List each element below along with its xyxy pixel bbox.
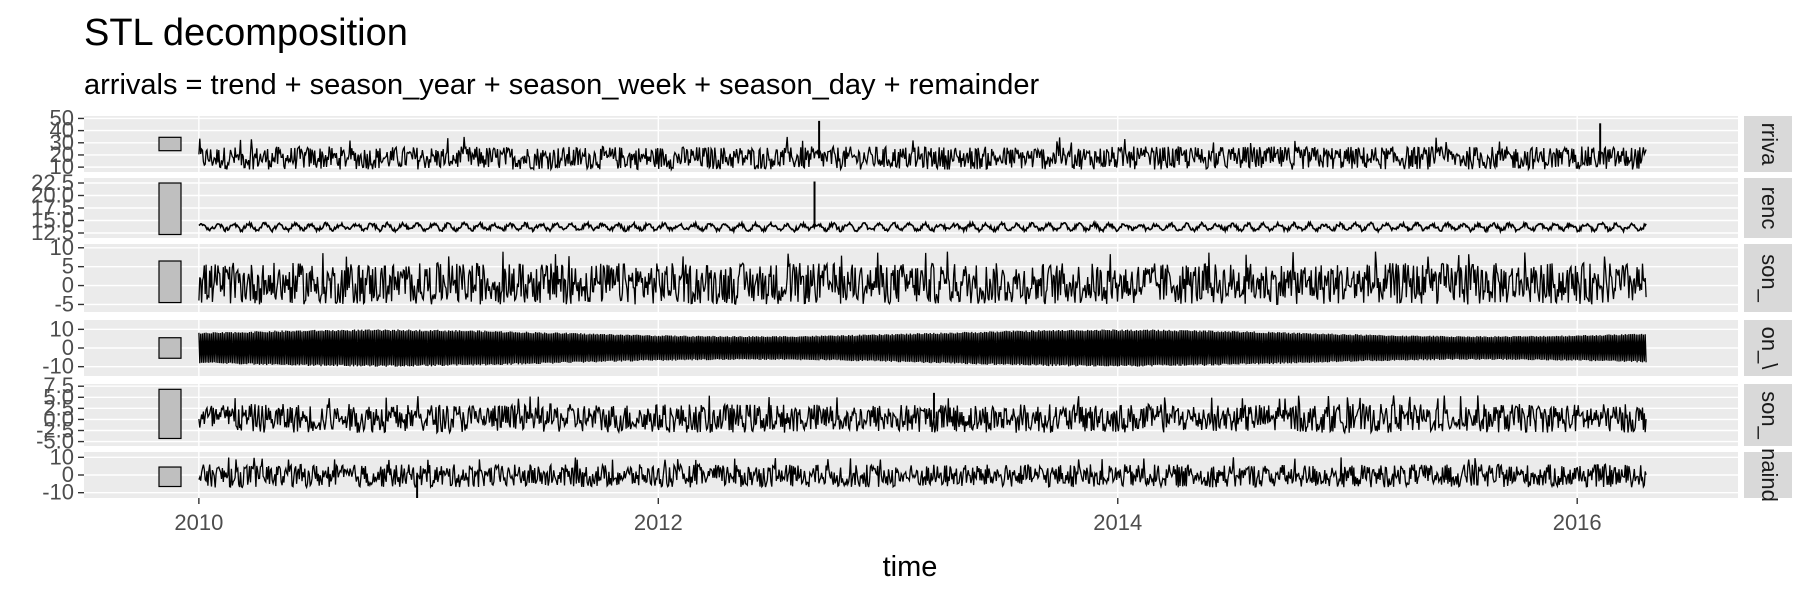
- panel-season_week: 100-10 on_\: [42, 316, 1792, 379]
- scale-bar: [158, 260, 182, 304]
- series-line: [198, 136, 1647, 172]
- x-tick-label: 2010: [174, 510, 223, 535]
- y-tick-label: 2.5: [43, 395, 74, 420]
- chart-title: STL decomposition: [84, 12, 408, 54]
- y-tick-label: 7.5: [43, 373, 74, 398]
- x-axis-title: time: [883, 551, 938, 583]
- y-tick-label: 0.0: [43, 406, 74, 431]
- y-tick-label: 50: [50, 105, 74, 130]
- y-tick-label: -5: [54, 291, 74, 316]
- x-tick-label: 2014: [1093, 510, 1142, 535]
- y-tick-label: -5.0: [36, 429, 74, 454]
- facet-strip-label: renc: [1757, 187, 1782, 230]
- y-tick-label: -10: [42, 480, 74, 505]
- panel-background: [84, 384, 1738, 446]
- facet-strip-label: son_: [1757, 391, 1782, 439]
- facet-strip-label: son_: [1757, 254, 1782, 302]
- scale-bar: [158, 337, 182, 359]
- y-tick-label: 40: [50, 118, 74, 143]
- facet-strip: [1744, 384, 1792, 446]
- y-tick-label: 0: [62, 462, 74, 487]
- y-tick-label: 10: [50, 316, 74, 341]
- facet-strip: [1744, 244, 1792, 312]
- y-tick-label: 5: [62, 254, 74, 279]
- y-tick-label: 5.0: [43, 384, 74, 409]
- panel-season_day: 7.55.02.50.0-2.5-5.0 son_: [36, 373, 1792, 454]
- facet-strip: [1744, 320, 1792, 376]
- facet-strip: [1744, 116, 1792, 172]
- series-line: [198, 219, 1647, 235]
- scale-bar: [158, 136, 182, 152]
- facet-strip: [1744, 452, 1792, 498]
- y-tick-label: 15.0: [31, 208, 74, 233]
- y-tick-label: 10: [50, 235, 74, 260]
- panel-trend: 22.520.017.515.012.5 renc: [31, 170, 1792, 245]
- y-tick-label: -10: [42, 354, 74, 379]
- facet-strip-label: on_\: [1757, 327, 1782, 371]
- y-tick-label: 22.5: [31, 170, 74, 195]
- facet-strip: [1744, 178, 1792, 238]
- facet-panels: 5040302010rriva22.520.017.515.012.5renc1…: [31, 105, 1792, 505]
- y-tick-label: 0: [62, 273, 74, 298]
- series-line: [198, 457, 1647, 490]
- y-tick-label: 30: [50, 130, 74, 155]
- series-line: [198, 395, 1647, 435]
- x-axis: 2010 2012 2014 2016: [174, 498, 1602, 535]
- scale-bar: [158, 182, 182, 236]
- panel-remainder: 100-10 naind: [42, 444, 1792, 505]
- scale-bar: [158, 388, 182, 440]
- y-tick-label: 20: [50, 142, 74, 167]
- y-tick-label: -2.5: [36, 418, 74, 443]
- scale-bar: [158, 466, 182, 488]
- x-tick-label: 2016: [1553, 510, 1602, 535]
- y-tick-label: 17.5: [31, 195, 74, 220]
- x-tick-label: 2012: [634, 510, 683, 535]
- y-tick-label: 10: [50, 444, 74, 469]
- facet-strip-label: naind: [1757, 448, 1782, 502]
- chart-subtitle: arrivals = trend + season_year + season_…: [84, 69, 1040, 101]
- y-tick-label: 12.5: [31, 220, 74, 245]
- facet-strip-label: rriva: [1757, 123, 1782, 167]
- y-tick-label: 0: [62, 335, 74, 360]
- y-tick-label: 10: [50, 154, 74, 179]
- series-line: [198, 329, 1647, 367]
- y-tick-label: 20.0: [31, 183, 74, 208]
- series-line: [198, 251, 1647, 306]
